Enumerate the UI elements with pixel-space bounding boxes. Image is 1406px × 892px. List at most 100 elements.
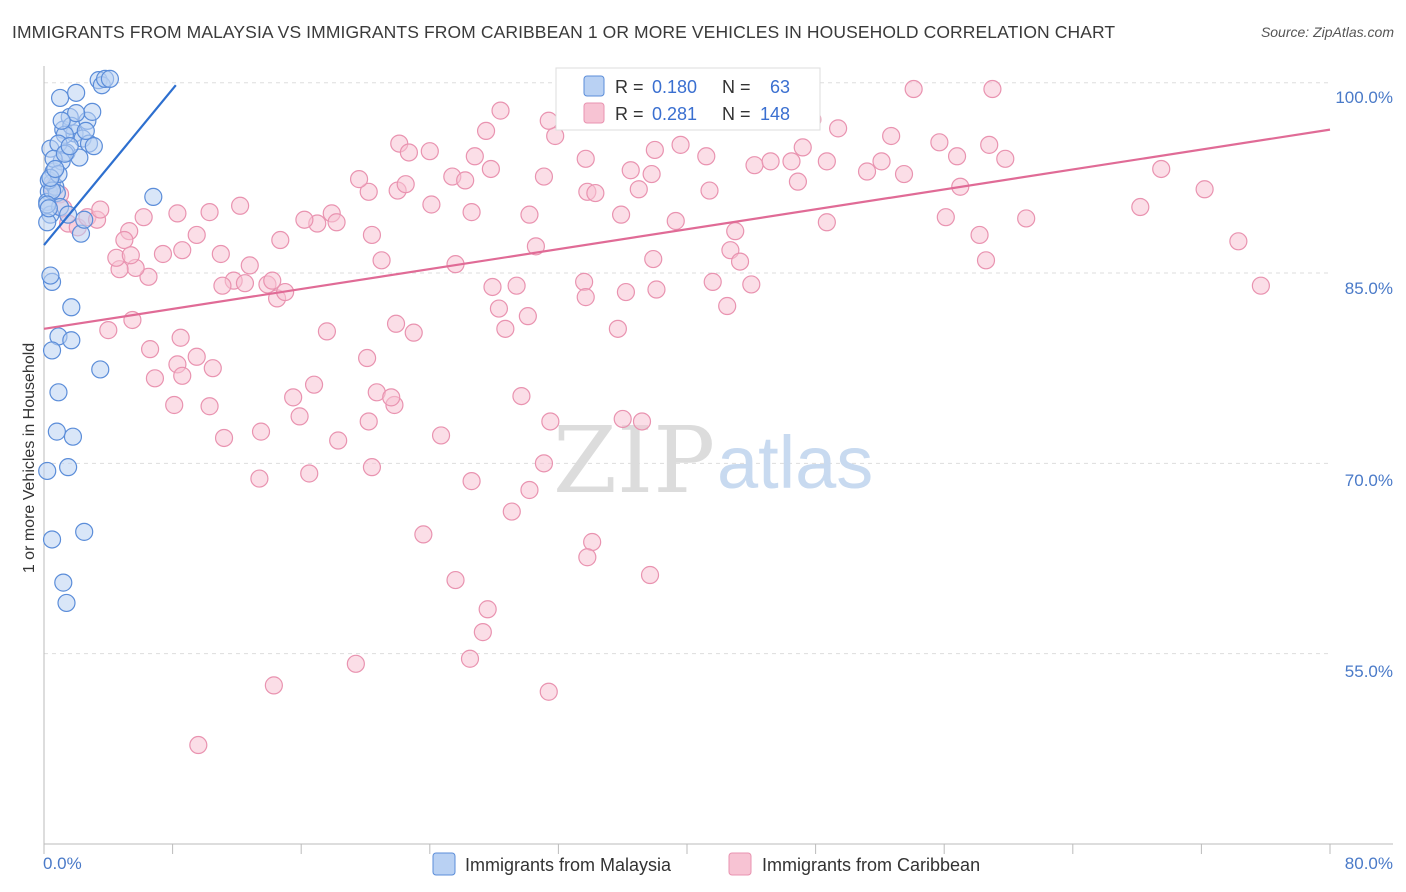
malaysia-point bbox=[50, 88, 70, 108]
caribbean-point bbox=[491, 101, 510, 120]
caribbean-point bbox=[666, 211, 685, 231]
caribbean-point bbox=[478, 600, 497, 619]
y-tick-label-100: 100.0% bbox=[1335, 88, 1393, 107]
malaysia-point bbox=[144, 187, 163, 206]
caribbean-point bbox=[632, 412, 652, 431]
caribbean-point bbox=[173, 241, 192, 260]
y-tick-label-70: 70.0% bbox=[1345, 471, 1393, 490]
caribbean-point bbox=[200, 397, 219, 416]
malaysia-point bbox=[57, 593, 76, 613]
caribbean-point bbox=[399, 143, 419, 162]
caribbean-point bbox=[788, 172, 808, 191]
caribbean-point bbox=[346, 654, 365, 673]
caribbean-point bbox=[539, 111, 558, 130]
malaysia-point bbox=[75, 522, 94, 541]
caribbean-point bbox=[539, 682, 558, 701]
y-axis-label: 1 or more Vehicles in Household bbox=[21, 343, 38, 573]
caribbean-point bbox=[358, 348, 377, 368]
caribbean-point bbox=[462, 203, 481, 222]
malaysia-point bbox=[41, 266, 60, 285]
malaysia-trend-line bbox=[43, 84, 177, 246]
caribbean-point bbox=[362, 458, 382, 477]
malaysia-point bbox=[62, 298, 81, 317]
caribbean-point bbox=[1195, 180, 1214, 199]
caribbean-point bbox=[483, 277, 502, 297]
caribbean-point bbox=[621, 161, 640, 180]
caribbean-point bbox=[947, 147, 967, 166]
caribbean-point bbox=[534, 454, 554, 473]
caribbean-point bbox=[894, 164, 914, 184]
caribbean-point bbox=[930, 133, 949, 152]
caribbean-point bbox=[546, 126, 565, 146]
caribbean-point bbox=[465, 147, 484, 166]
caribbean-point bbox=[91, 200, 110, 219]
caribbean-point bbox=[647, 280, 666, 299]
x-tick-label-end: 80.0% bbox=[1345, 854, 1393, 873]
caribbean-point bbox=[817, 213, 836, 232]
malaysia-r-value: 0.180 bbox=[652, 77, 697, 97]
caribbean-point bbox=[473, 623, 492, 642]
caribbean-point bbox=[145, 369, 165, 388]
caribbean-point bbox=[240, 256, 259, 275]
caribbean-point bbox=[872, 152, 891, 171]
malaysia-point bbox=[84, 137, 103, 156]
caribbean-point bbox=[189, 735, 208, 755]
caribbean-point bbox=[121, 246, 140, 265]
caribbean-point bbox=[203, 359, 222, 378]
caribbean-point bbox=[250, 469, 269, 488]
caribbean-point bbox=[904, 79, 923, 99]
caribbean-point bbox=[359, 182, 378, 201]
caribbean-point bbox=[576, 149, 595, 168]
caribbean-point bbox=[644, 249, 663, 269]
caribbean-swatch bbox=[583, 102, 605, 124]
malaysia-point bbox=[67, 104, 86, 123]
caribbean-point bbox=[583, 532, 602, 552]
caribbean-point bbox=[359, 412, 378, 431]
caribbean-point bbox=[980, 135, 999, 154]
caribbean-point bbox=[153, 244, 173, 264]
x-tick-labels: 0.0% 80.0% bbox=[43, 854, 1393, 873]
caribbean-point bbox=[761, 152, 780, 171]
caribbean-point bbox=[983, 79, 1002, 99]
y-tick-label-55: 55.0% bbox=[1345, 662, 1393, 681]
caribbean-point bbox=[793, 138, 812, 157]
caribbean-point bbox=[271, 230, 290, 250]
caribbean-point bbox=[502, 502, 521, 521]
watermark: ZIP atlas bbox=[553, 407, 873, 514]
caribbean-point bbox=[629, 180, 648, 199]
caribbean-point bbox=[645, 140, 664, 160]
caribbean-r-label: R = bbox=[615, 104, 644, 124]
malaysia-point bbox=[60, 137, 79, 156]
caribbean-point bbox=[520, 205, 539, 224]
source-credit: Source: ZipAtlas.com bbox=[1260, 24, 1394, 40]
caribbean-point bbox=[996, 149, 1015, 168]
caribbean-point bbox=[382, 388, 401, 407]
legend-malaysia-swatch bbox=[432, 852, 456, 876]
malaysia-point bbox=[46, 159, 65, 179]
chart-title: IMMIGRANTS FROM MALAYSIA VS IMMIGRANTS F… bbox=[12, 22, 1116, 42]
x-tick-label-start: 0.0% bbox=[43, 854, 82, 873]
caribbean-point bbox=[300, 464, 319, 483]
malaysia-point bbox=[76, 121, 95, 141]
caribbean-point bbox=[476, 121, 496, 141]
caribbean-r-value: 0.281 bbox=[652, 104, 697, 124]
malaysia-point bbox=[42, 530, 62, 549]
legend-caribbean-label: Immigrants from Caribbean bbox=[762, 855, 980, 875]
caribbean-point bbox=[496, 319, 515, 338]
caribbean-point bbox=[168, 204, 187, 223]
caribbean-point bbox=[284, 388, 303, 407]
malaysia-point bbox=[47, 422, 66, 441]
trend-lines bbox=[43, 84, 1331, 330]
caribbean-point bbox=[616, 282, 636, 302]
caribbean-point bbox=[386, 314, 406, 333]
caribbean-point bbox=[317, 322, 337, 341]
caribbean-point bbox=[456, 171, 475, 190]
caribbean-point bbox=[372, 251, 391, 270]
caribbean-point bbox=[1152, 159, 1171, 179]
caribbean-point bbox=[213, 276, 232, 295]
caribbean-point bbox=[211, 244, 230, 264]
caribbean-point bbox=[200, 203, 219, 222]
caribbean-point bbox=[745, 156, 764, 175]
malaysia-point bbox=[59, 458, 78, 477]
